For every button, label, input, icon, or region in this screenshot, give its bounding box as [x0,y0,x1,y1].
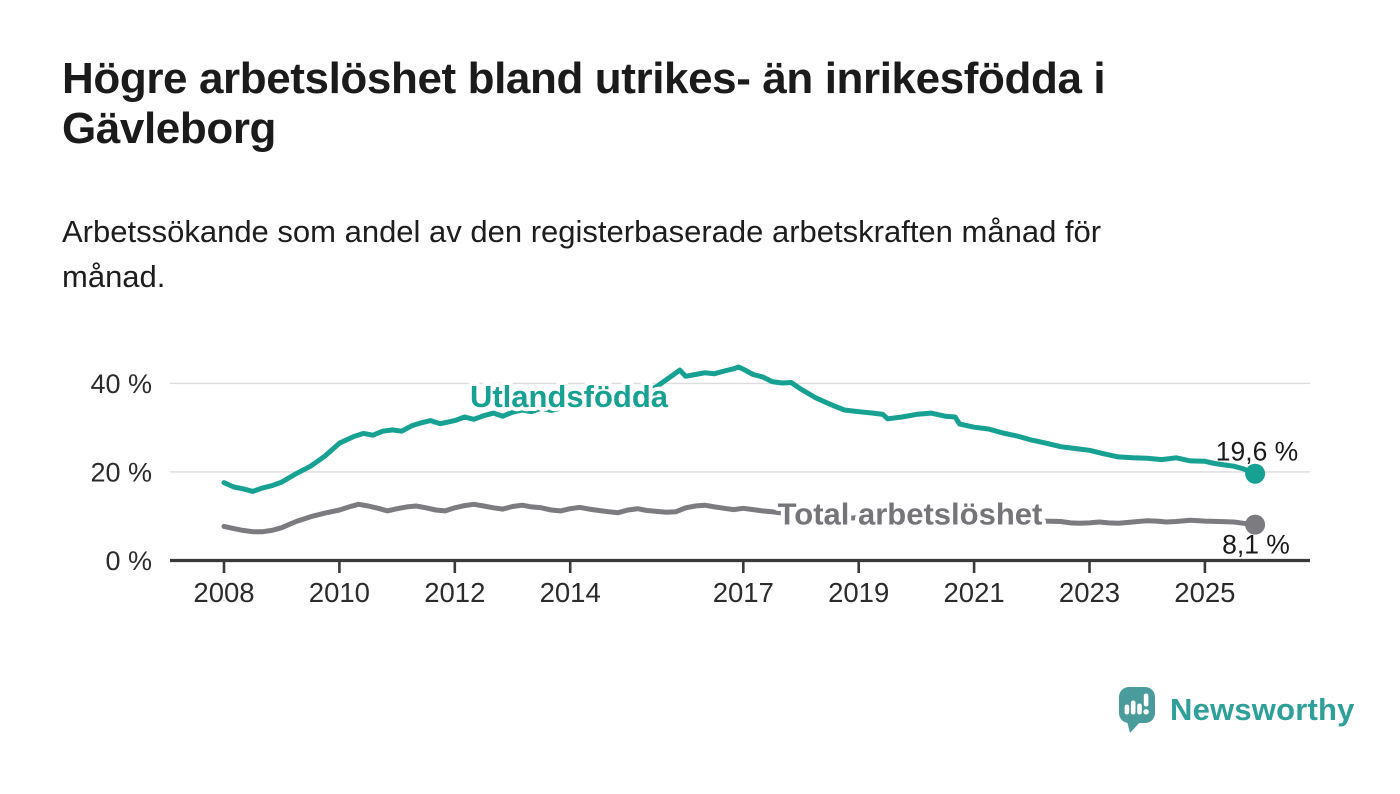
series-end-value-label-2: 8,1 % [1222,530,1290,560]
y-axis-tick-label: 40 % [90,369,152,399]
x-axis-tick-label: 2014 [540,577,601,608]
series-label-1: Utlandsfödda [470,379,669,414]
series-end-dot-1 [1245,463,1266,484]
series-end-dot-2 [1245,514,1266,535]
x-axis-tick-label: 2023 [1059,577,1120,608]
series-line-2 [221,501,1258,535]
page-subtitle: Arbetssökande som andel av den registerb… [62,214,1102,294]
x-axis-tick-label: 2021 [944,577,1005,608]
series-end-value-label-1: 19,6 % [1216,437,1299,467]
y-axis-tick-label: 20 % [90,457,152,487]
newsworthy-speech-bubble-bar-chart-icon [1119,687,1155,733]
series-line-1 [221,364,1258,494]
page-title: Högre arbetslöshet bland utrikes- än inr… [62,54,1106,153]
x-axis-tick-label: 2025 [1174,577,1235,608]
newsworthy-logo: Newsworthy [1117,685,1355,735]
x-axis-tick-label: 2019 [828,577,889,608]
series-label-2: Total arbetslöshet [778,497,1043,532]
x-axis-tick-label: 2017 [713,577,774,608]
x-axis-tick-label: 2012 [424,577,485,608]
brand-wordmark: Newsworthy [1170,692,1355,727]
y-axis-tick-label: 0 % [105,546,152,576]
x-axis-tick-label: 2010 [309,577,370,608]
x-axis-tick-label: 2008 [193,577,254,608]
